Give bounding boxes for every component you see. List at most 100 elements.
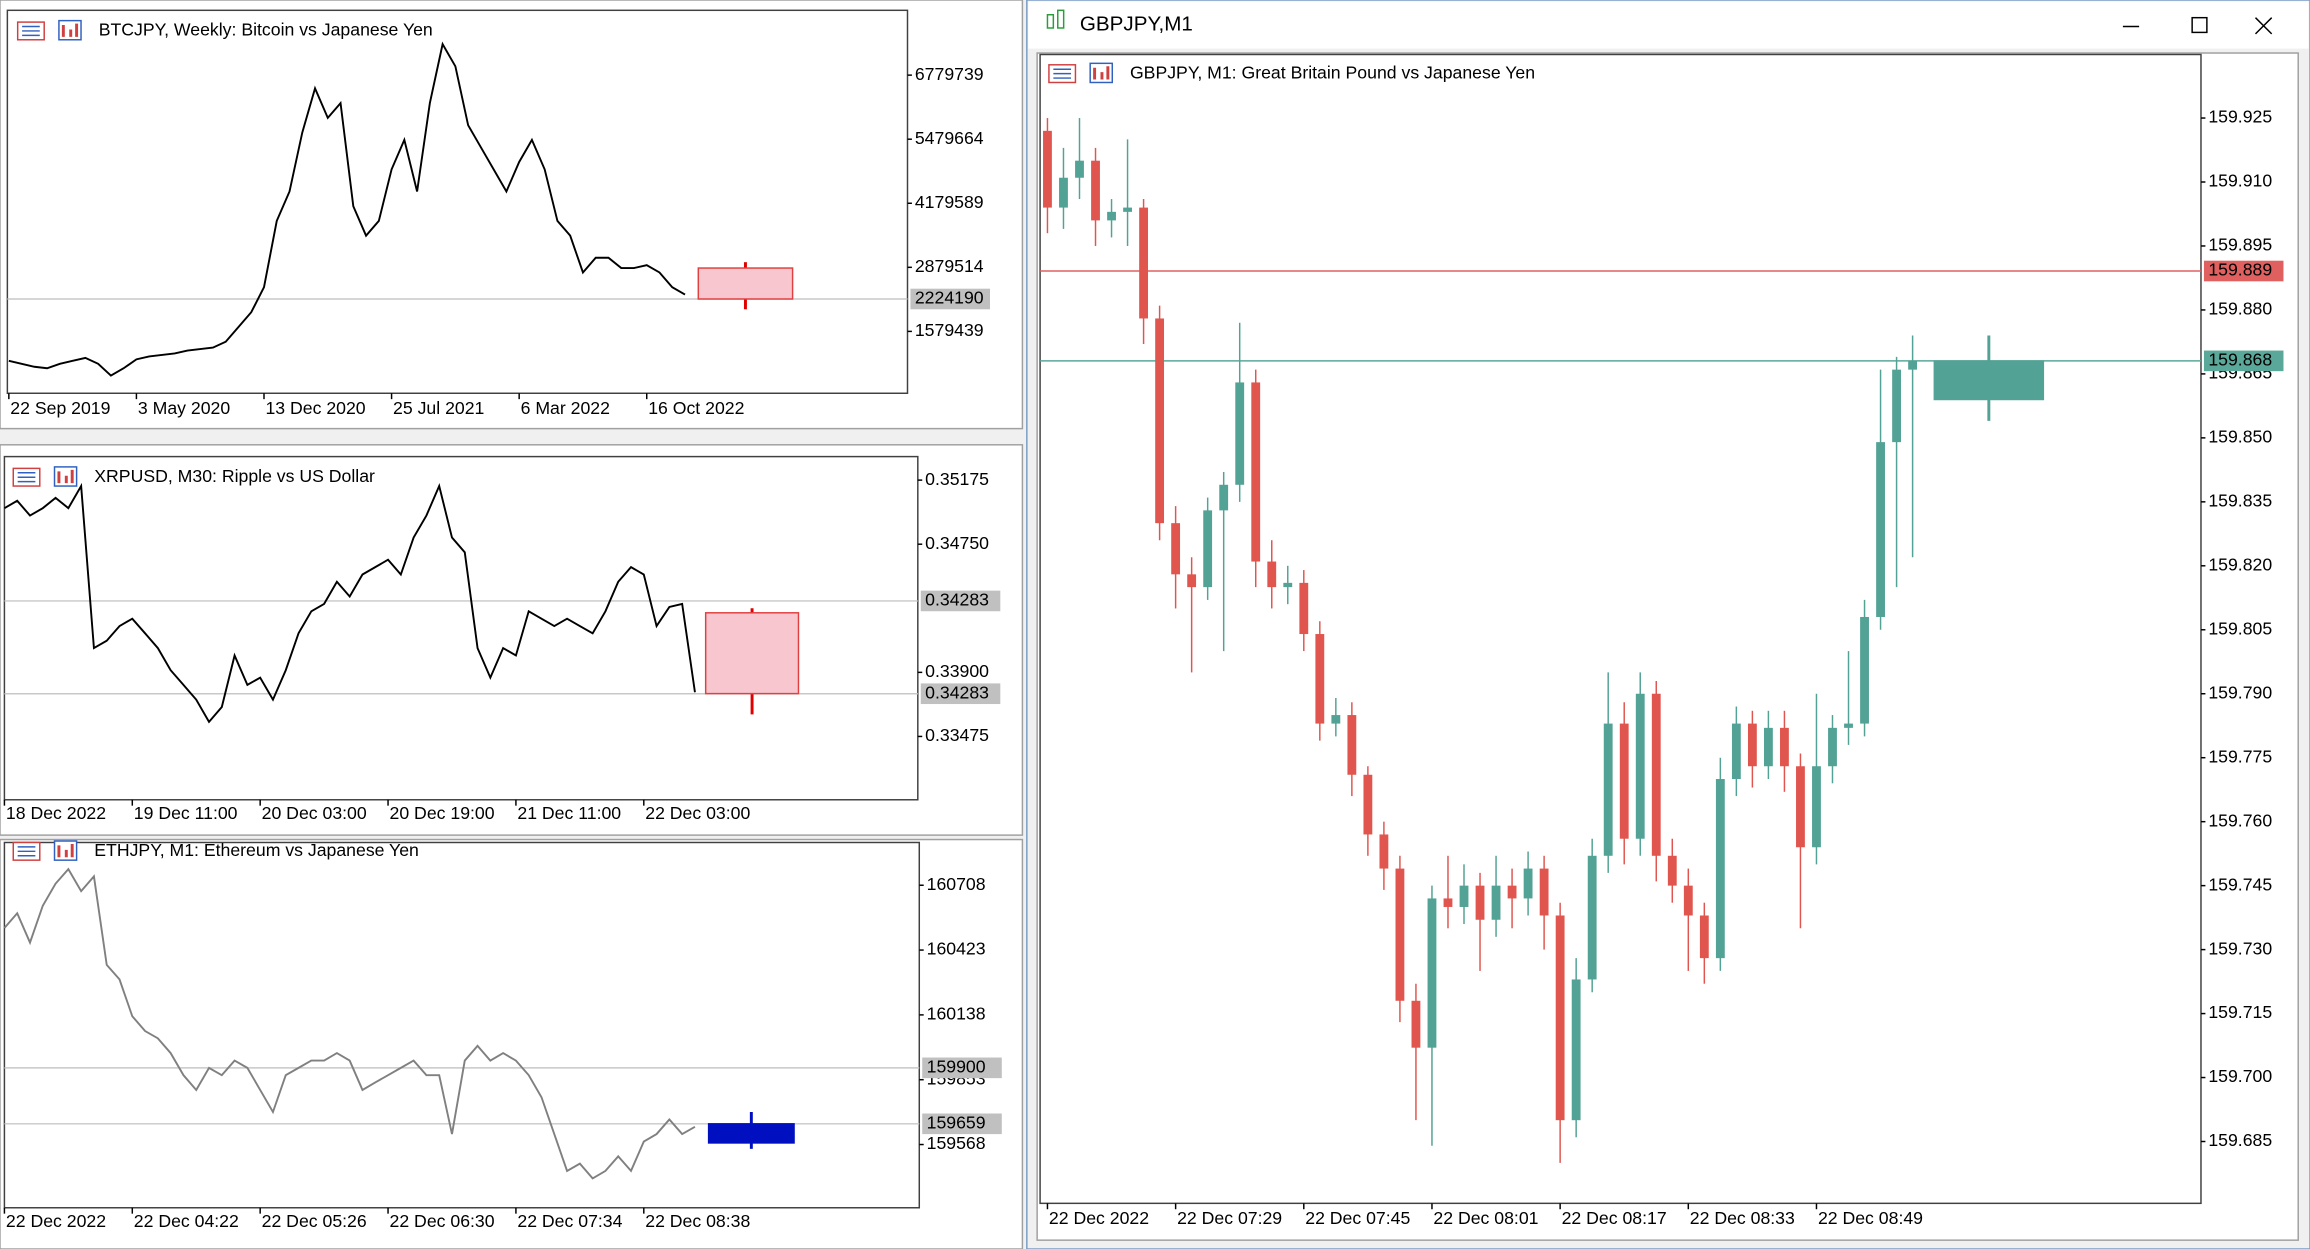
icon-part (1057, 9, 1065, 29)
y-tick-label: 159.820 (2208, 554, 2272, 574)
candle-body (1379, 834, 1389, 869)
price-line-series (8, 41, 686, 377)
x-tick-label: 20 Dec 19:00 (390, 803, 495, 823)
current-bar-body (704, 612, 800, 695)
candle-body (1475, 885, 1485, 920)
x-tick-label: 22 Dec 2022 (1049, 1208, 1149, 1228)
x-tick-label: 6 Mar 2022 (521, 398, 610, 418)
x-tick-label: 22 Dec 08:33 (1690, 1208, 1795, 1228)
candle-body (1780, 727, 1789, 767)
candle-body (1187, 574, 1197, 588)
chart-icon-lines (17, 472, 36, 483)
y-tick-label: 159.700 (2208, 1066, 2272, 1086)
candle-body (1812, 766, 1821, 848)
x-tick-label: 16 Oct 2022 (648, 398, 744, 418)
candle-body (1844, 723, 1853, 728)
candle-body (1059, 177, 1068, 208)
y-tick-label: 159568 (927, 1133, 986, 1153)
x-tick-label: 19 Dec 11:00 (134, 803, 238, 823)
price-label: 0.34283 (925, 682, 989, 702)
y-tick-label: 159.805 (2208, 618, 2272, 638)
candle-body (1123, 207, 1132, 212)
y-tick-label: 6779739 (915, 64, 984, 84)
candle-body (1619, 723, 1629, 839)
y-tick-label: 159.910 (2208, 171, 2272, 191)
y-tick-label: 159.880 (2208, 299, 2272, 319)
y-tick-label: 2879514 (915, 256, 984, 276)
y-tick-label: 159.685 (2208, 1130, 2272, 1150)
price-label: 159659 (927, 1112, 986, 1132)
y-tick-label: 160138 (927, 1004, 986, 1024)
price-label: 2224190 (915, 288, 984, 308)
y-tick-label: 0.34750 (925, 533, 989, 553)
y-tick-label: 160423 (927, 939, 986, 959)
y-tick-label: 160708 (927, 874, 986, 894)
candle-body (1283, 582, 1293, 588)
x-tick-label: 22 Dec 03:00 (645, 803, 750, 823)
candle-body (1635, 693, 1645, 839)
candle-body (1571, 979, 1581, 1121)
plots: 1579439 2879514 4179589 5479664 6779739 22241… (3, 9, 2284, 1231)
candle-body (1347, 715, 1357, 775)
y-tick-label: 159.850 (2208, 427, 2272, 447)
x-tick-label: 22 Dec 05:26 (262, 1211, 367, 1231)
candle-body (1427, 898, 1437, 1048)
chart-icon-lines (1093, 66, 1110, 80)
chart-icon-lines (17, 846, 36, 857)
x-tick-label: 18 Dec 2022 (6, 803, 106, 823)
candle-body (1828, 727, 1837, 767)
x-tick-label: 22 Dec 08:01 (1433, 1208, 1538, 1228)
candle-body (1892, 369, 1901, 443)
y-tick-label: 159.760 (2208, 810, 2272, 830)
x-tick-label: 22 Dec 07:34 (517, 1211, 622, 1231)
price-line-series (3, 482, 696, 724)
candle-body (1699, 915, 1709, 959)
candle-body (1603, 723, 1613, 856)
candle-body (1411, 1000, 1421, 1048)
chart-icon-lines (57, 469, 74, 484)
candle-body (1587, 855, 1597, 980)
candle-body (1651, 693, 1661, 856)
x-tick-label: 21 Dec 11:00 (517, 803, 621, 823)
price-label: 159.889 (2208, 260, 2272, 280)
title-bar[interactable] (1028, 1, 2309, 49)
y-tick-label: 0.33900 (925, 661, 989, 681)
candle-body (1555, 915, 1565, 1121)
candle-body (1139, 207, 1149, 319)
x-tick-label: 22 Dec 08:49 (1818, 1208, 1923, 1228)
candle-body (1539, 868, 1549, 916)
window-caption: GBPJPY,M1 (1080, 12, 1193, 35)
close-button[interactable] (2254, 17, 2273, 35)
candle-body (1267, 561, 1277, 588)
price-label-box (920, 683, 1001, 705)
y-tick-label: 159.925 (2208, 107, 2272, 127)
chart-title: BTCJPY, Weekly: Bitcoin vs Japanese Yen (99, 20, 433, 40)
current-bar-body (1933, 360, 2045, 401)
chart-icon-lines (57, 843, 74, 858)
candle-body (1683, 885, 1693, 916)
candle-body (1747, 723, 1757, 767)
chart-icon-lines (22, 25, 40, 37)
current-bar-body (707, 1123, 795, 1144)
price-label-box (922, 1057, 1002, 1079)
price-label-box (920, 590, 1001, 612)
candle-body (1443, 898, 1453, 907)
x-tick-label: 22 Dec 08:38 (645, 1211, 750, 1231)
y-tick-label: 0.35175 (925, 469, 989, 489)
candle-body (1219, 484, 1229, 511)
plot-area (6, 9, 909, 394)
candle-body (1251, 382, 1261, 562)
price-label: 159900 (927, 1057, 986, 1077)
x-tick-label: 20 Dec 03:00 (262, 803, 367, 823)
x-tick-label: 25 Jul 2021 (393, 398, 484, 418)
candle-body (1107, 211, 1116, 221)
maximize-button[interactable] (2191, 16, 2208, 34)
y-tick-label: 159.775 (2208, 746, 2272, 766)
candle-body (1363, 774, 1373, 835)
candle-body (1315, 634, 1325, 724)
candle-body (1860, 616, 1869, 724)
y-tick-label: 159.895 (2208, 235, 2272, 255)
price-label-box (922, 1113, 1002, 1135)
y-tick-label: 159.715 (2208, 1002, 2272, 1022)
